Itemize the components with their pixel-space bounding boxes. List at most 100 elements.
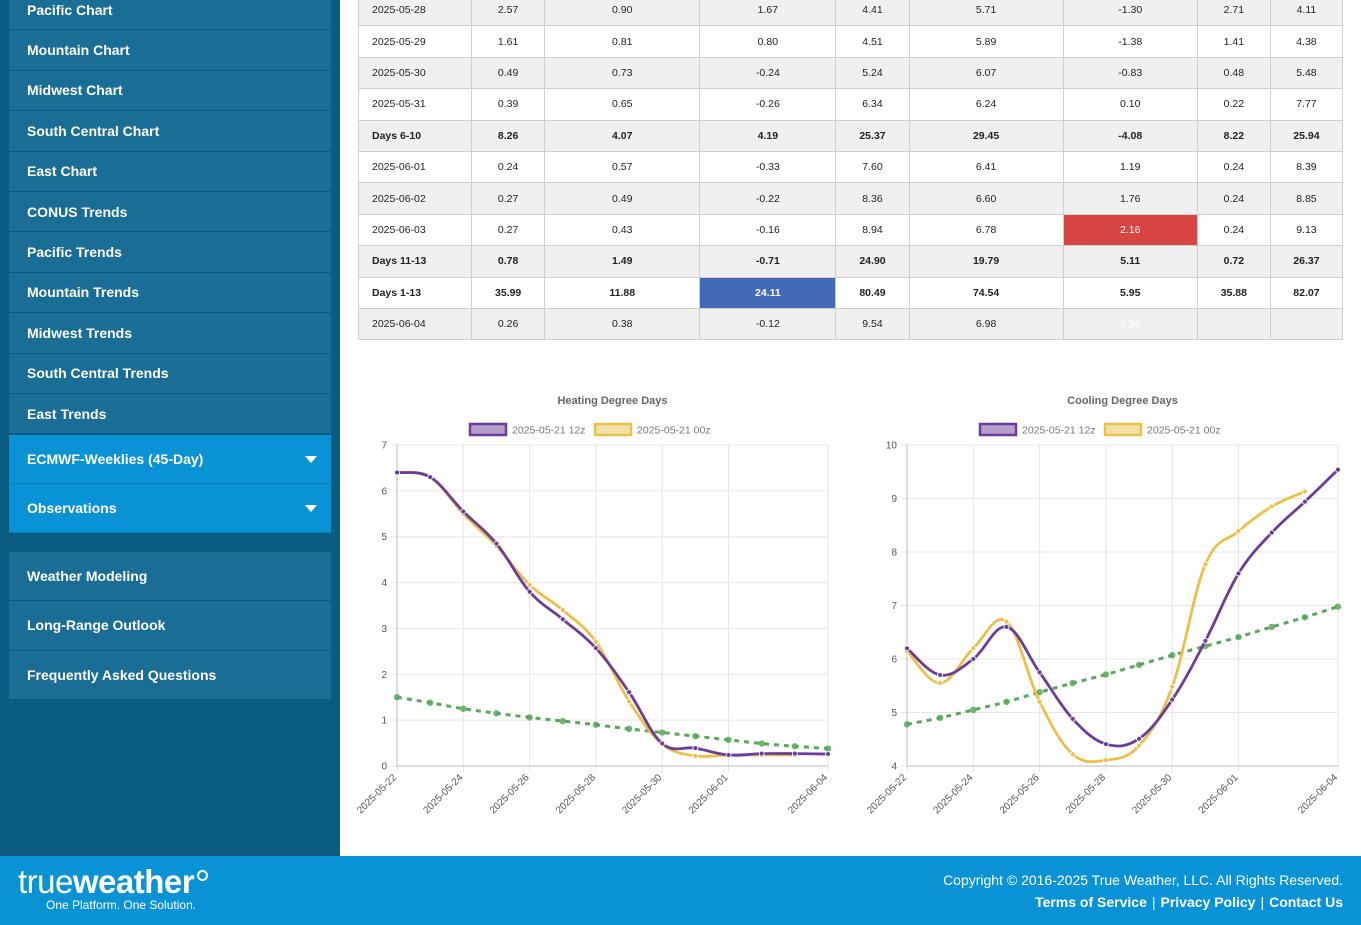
legend-swatch bbox=[1103, 422, 1143, 437]
cooling-degree-days-chart: Cooling Degree Days 2025-05-21 12z 2025-05… bbox=[855, 385, 1355, 830]
table-cell: 1.61 bbox=[471, 25, 546, 58]
nav-weather-modeling[interactable]: Weather Modeling bbox=[9, 552, 331, 602]
sidebar-item-conus-trends[interactable]: CONUS Trends bbox=[9, 191, 331, 233]
sidebar-item-pacific-chart[interactable]: Pacific Chart bbox=[9, 0, 331, 31]
dropdown-observations[interactable]: Observations bbox=[9, 484, 331, 533]
sidebar-item-label: CONUS Trends bbox=[27, 203, 128, 220]
sidebar-item-east-trends[interactable]: East Trends bbox=[9, 393, 331, 435]
data-point bbox=[1036, 669, 1043, 676]
sidebar-secondary-nav: Weather Modeling Long-Range Outlook Freque… bbox=[9, 552, 331, 700]
data-point bbox=[1301, 488, 1308, 495]
table-row: 2025-06-02 0.27 0.49 -0.22 8.36 6.60 1.76 0.24 8… bbox=[357, 182, 1344, 215]
y-tick-label: 9 bbox=[891, 494, 897, 505]
data-point bbox=[1103, 757, 1109, 764]
sidebar-item-east-chart[interactable]: East Chart bbox=[9, 151, 331, 192]
table-row: 2025-05-29 1.61 0.81 0.80 4.51 5.89 -1.38 1.41 4… bbox=[357, 25, 1344, 58]
table-cell: 8.22 bbox=[1196, 119, 1271, 152]
data-point bbox=[758, 750, 765, 757]
x-tick-label: 2025-06-01 bbox=[687, 772, 731, 816]
data-point bbox=[692, 745, 699, 752]
data-point bbox=[970, 656, 977, 662]
table-cell: 2.57 bbox=[471, 0, 546, 27]
table-cell: 80.49 bbox=[835, 276, 910, 309]
trueweather-logo[interactable]: true weather One Platform. One Solution. bbox=[18, 864, 209, 912]
data-point bbox=[625, 725, 633, 733]
table-cell: 35.88 bbox=[1196, 276, 1271, 309]
table-cell: 4.19 bbox=[699, 119, 837, 152]
table-cell: 5.24 bbox=[835, 56, 910, 90]
legend-swatch bbox=[593, 422, 633, 437]
sidebar: Pacific Chart Mountain Chart Midwest Chart… bbox=[0, 0, 340, 856]
y-tick-label: 7 bbox=[381, 441, 387, 452]
copyright-text: Copyright © 2016-2025 True Weather, LLC.… bbox=[943, 872, 1343, 888]
data-point bbox=[1301, 498, 1308, 505]
data-point bbox=[493, 540, 500, 547]
table-row: 2025-05-28 2.57 0.90 1.67 4.41 5.71 -1.30 2.71 4… bbox=[357, 0, 1344, 27]
privacy-policy-link[interactable]: Privacy Policy bbox=[1160, 894, 1256, 910]
x-tick-label: 2025-06-01 bbox=[1197, 772, 1241, 816]
table-cell: 9.13 bbox=[1269, 213, 1344, 247]
terms-of-service-link[interactable]: Terms of Service bbox=[1035, 894, 1147, 910]
sidebar-item-label: South Central Chart bbox=[27, 122, 160, 139]
table-cell: 5.95 bbox=[1062, 276, 1198, 309]
table-cell: 0.10 bbox=[1062, 88, 1198, 121]
logo-wordmark: true weather bbox=[18, 864, 209, 900]
heating-degree-days-chart: Heating Degree Days 2025-05-21 12z 2025-05… bbox=[345, 385, 845, 830]
data-point bbox=[903, 721, 911, 728]
data-point bbox=[1069, 679, 1076, 687]
nav-faq[interactable]: Frequently Asked Questions bbox=[9, 650, 331, 700]
table-cell: -0.33 bbox=[699, 150, 837, 184]
y-tick-label: 6 bbox=[381, 486, 387, 497]
series-line-12z bbox=[396, 471, 829, 757]
table-cell: 7.60 bbox=[835, 150, 910, 184]
sidebar-item-label: Midwest Trends bbox=[27, 324, 133, 341]
sidebar-item-south-central-trends[interactable]: South Central Trends bbox=[9, 353, 331, 394]
data-point bbox=[493, 710, 500, 717]
data-point bbox=[427, 474, 434, 480]
table-cell: 8.36 bbox=[835, 182, 910, 215]
table-cell: 8.39 bbox=[1269, 150, 1344, 184]
sidebar-dropdowns: ECMWF-Weeklies (45-Day) Observations bbox=[9, 435, 331, 533]
table-cell: 9.54 bbox=[835, 307, 910, 341]
x-tick-label: 2025-05-22 bbox=[865, 772, 909, 816]
table-cell: 2.71 bbox=[1196, 0, 1271, 27]
data-point bbox=[1268, 529, 1275, 536]
data-point bbox=[426, 699, 434, 706]
nav-long-range-outlook[interactable]: Long-Range Outlook bbox=[9, 601, 331, 651]
data-point bbox=[1036, 698, 1043, 705]
sidebar-item-south-central-chart[interactable]: South Central Chart bbox=[9, 111, 331, 152]
x-tick-label: 2025-05-26 bbox=[998, 772, 1042, 816]
sidebar-item-mountain-chart[interactable]: Mountain Chart bbox=[9, 30, 331, 71]
row-label-cell: 2025-05-29 bbox=[357, 25, 473, 58]
x-tick-label: 2025-05-30 bbox=[1130, 772, 1174, 816]
table-cell: 0.90 bbox=[544, 0, 701, 27]
sidebar-item-midwest-trends[interactable]: Midwest Trends bbox=[9, 313, 331, 354]
table-cell: -4.08 bbox=[1062, 119, 1198, 152]
data-point bbox=[725, 736, 732, 744]
table-row: 2025-05-31 0.39 0.65 -0.26 6.34 6.24 0.10 0.22 7… bbox=[357, 88, 1344, 121]
footer: true weather One Platform. One Solution. … bbox=[0, 856, 1361, 925]
data-point bbox=[1135, 661, 1143, 669]
y-tick-label: 10 bbox=[886, 441, 898, 452]
sidebar-item-pacific-trends[interactable]: Pacific Trends bbox=[9, 232, 331, 273]
sidebar-item-midwest-chart[interactable]: Midwest Chart bbox=[9, 70, 331, 112]
data-point bbox=[1301, 614, 1309, 621]
table-cell: 0.49 bbox=[544, 182, 701, 215]
table-cell: 0.39 bbox=[471, 88, 546, 121]
data-point bbox=[593, 638, 599, 645]
data-point bbox=[593, 645, 599, 652]
row-label-cell: 2025-06-01 bbox=[357, 150, 473, 184]
table-cell bbox=[1269, 307, 1344, 341]
table-cell: 5.11 bbox=[1062, 245, 1198, 278]
table-cell: 6.24 bbox=[908, 88, 1064, 121]
data-point bbox=[758, 740, 765, 747]
data-point bbox=[904, 645, 910, 652]
contact-us-link[interactable]: Contact Us bbox=[1269, 894, 1343, 910]
sidebar-item-mountain-trends[interactable]: Mountain Trends bbox=[9, 272, 331, 314]
data-point bbox=[1202, 637, 1209, 644]
table-cell: 0.22 bbox=[1196, 88, 1271, 121]
table-row: 2025-06-01 0.24 0.57 -0.33 7.60 6.41 1.19 0.24 8… bbox=[357, 150, 1344, 184]
dropdown-ecmwf-weeklies[interactable]: ECMWF-Weeklies (45-Day) bbox=[9, 435, 331, 484]
table-cell: 24.11 bbox=[699, 276, 837, 309]
row-label-cell: 2025-06-03 bbox=[357, 213, 473, 247]
